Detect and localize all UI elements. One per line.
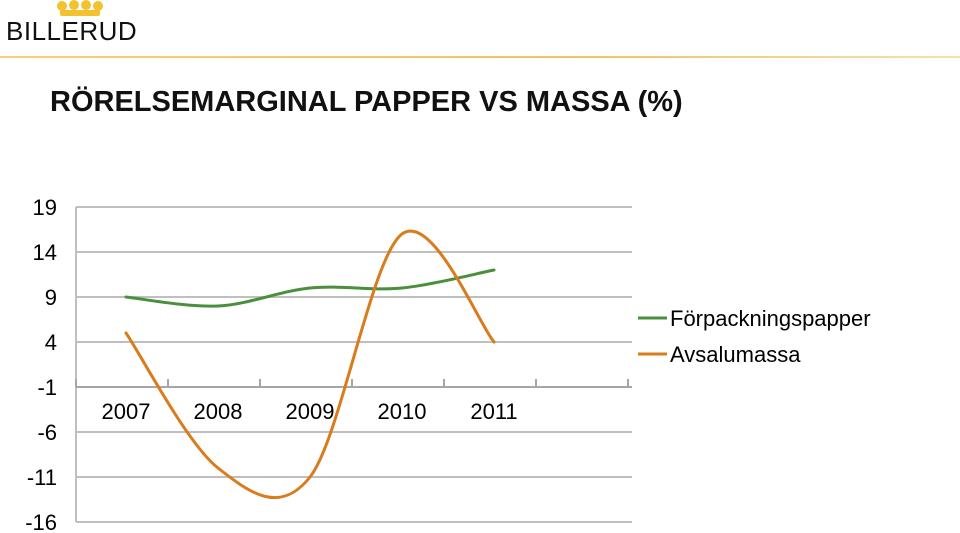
x-tick-label: 2008 — [194, 399, 243, 424]
y-tick-label: -1 — [37, 375, 57, 400]
x-tick-label: 2009 — [286, 399, 335, 424]
logo-wordmark: BILLERUD — [6, 16, 138, 46]
x-tick-label: 2007 — [102, 399, 151, 424]
y-tick-label: 9 — [45, 285, 57, 310]
y-tick-label: -6 — [37, 420, 57, 445]
legend-label: Förpackningspapper — [670, 306, 871, 331]
chart-title: RÖRELSEMARGINAL PAPPER VS MASSA (%) — [50, 86, 683, 118]
y-axis-ticks: 19 14 9 4 -1 -6 -11 -16 — [25, 195, 57, 533]
header-divider — [0, 56, 960, 58]
legend-label: Avsalumassa — [670, 342, 801, 367]
y-tick-label: 4 — [45, 330, 57, 355]
x-tick-label: 2011 — [470, 399, 517, 424]
series-line-1 — [124, 268, 496, 308]
y-tick-label: -11 — [27, 465, 57, 490]
logo-crown-icon — [57, 0, 103, 16]
y-tick-label: 19 — [33, 195, 57, 220]
y-tick-label: 14 — [33, 240, 57, 265]
grid-lines — [75, 206, 632, 523]
legend: Förpackningspapper Avsalumassa — [638, 306, 871, 367]
x-tick-label: 2010 — [378, 399, 427, 424]
series-line-2 — [124, 229, 496, 499]
billerud-logo: BILLERUD — [4, 0, 144, 48]
x-axis: 2007 2008 2009 2010 2011 — [75, 379, 632, 424]
y-tick-label: -16 — [25, 510, 57, 533]
series-lines — [124, 229, 496, 499]
